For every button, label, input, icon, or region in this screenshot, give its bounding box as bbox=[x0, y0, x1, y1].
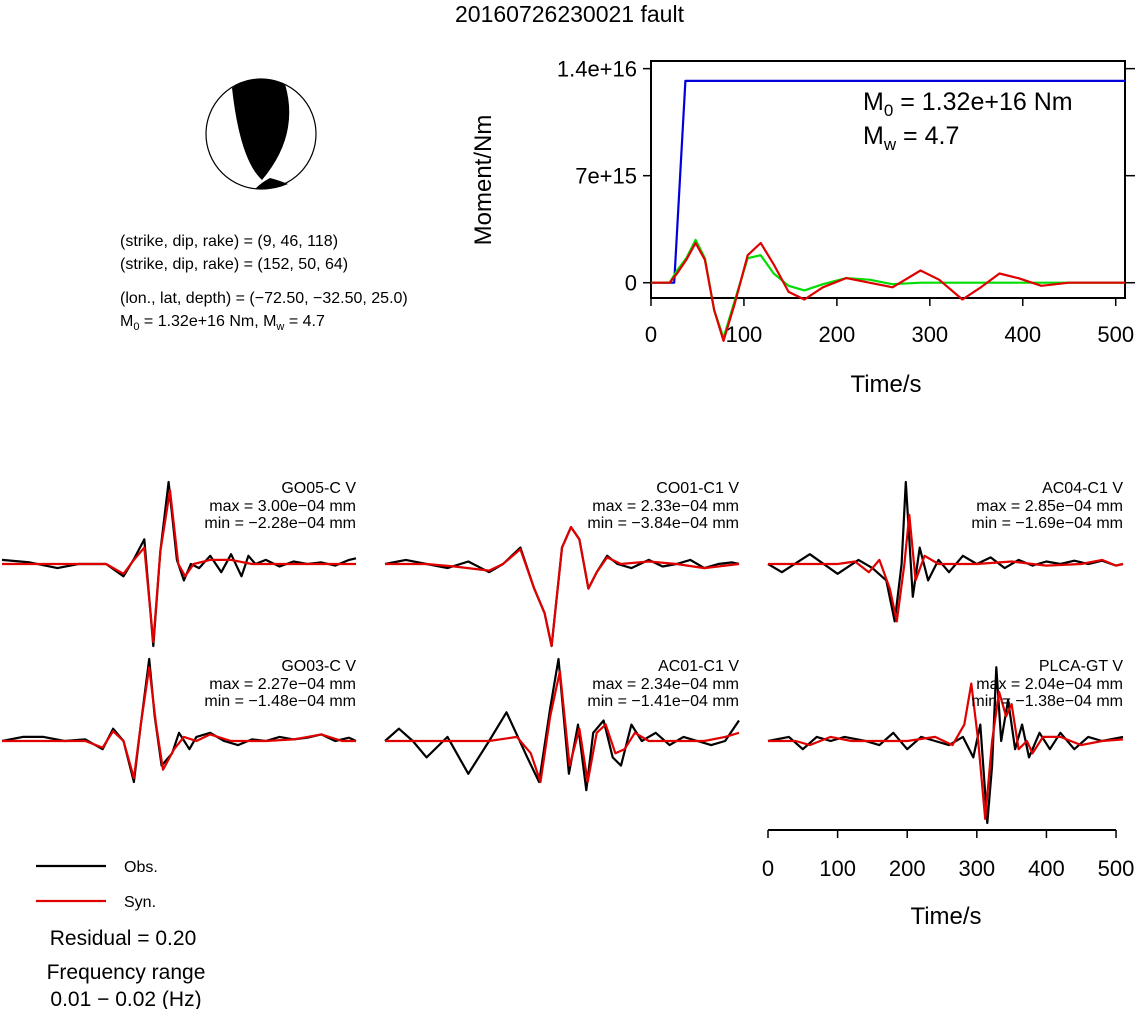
legend: Obs. Syn. bbox=[36, 859, 158, 911]
moment-function-panel: 0 100 200 300 400 500 1.4e+16 7e+15 0 M0 = 1.32… bbox=[470, 57, 1135, 398]
station-name: GO05-C V bbox=[281, 480, 356, 497]
source-location: (lon., lat, depth) = (−72.50, −32.50, 25… bbox=[120, 290, 408, 307]
focal-mechanism-beachball bbox=[205, 78, 317, 190]
moment-y-tick-label: 0 bbox=[625, 271, 637, 296]
strike-dip-rake-2: (strike, dip, rake) = (152, 50, 64) bbox=[120, 256, 349, 273]
moment-series-line-1 bbox=[651, 238, 1125, 339]
figure-title: 20160726230021 fault bbox=[455, 1, 684, 27]
moment-plot-frame bbox=[650, 60, 1126, 299]
waveform-syn-trace bbox=[385, 525, 740, 648]
source-moment-magnitude: M0 = 1.32e+16 Nm, Mw = 4.7 bbox=[120, 313, 325, 334]
station-name: AC01-C1 V bbox=[658, 658, 739, 675]
moment-y-tick-label: 1.4e+16 bbox=[557, 57, 637, 82]
waveform-obs-trace bbox=[767, 480, 1124, 623]
frequency-range-title: Frequency range bbox=[47, 961, 206, 984]
m0-annotation: M0 = 1.32e+16 Nm bbox=[863, 88, 1073, 120]
time-axis-tick-label: 300 bbox=[958, 856, 995, 881]
station-min: min = −1.69e−04 mm bbox=[971, 515, 1123, 532]
moment-x-tick-label: 100 bbox=[726, 322, 763, 347]
waveform-syn-trace bbox=[385, 670, 740, 784]
station-name: PLCA-GT V bbox=[1039, 658, 1124, 675]
waveform-syn-trace bbox=[2, 666, 356, 780]
waveform-time-axis: 0 100 200 300 400 500 bbox=[762, 829, 1135, 881]
station-min: min = −1.41e−04 mm bbox=[587, 693, 739, 710]
time-axis-tick-label: 0 bbox=[762, 856, 774, 881]
moment-x-axis: 0 100 200 300 400 500 bbox=[645, 298, 1134, 347]
station-min: min = −1.48e−04 mm bbox=[204, 693, 356, 710]
frequency-range-value: 0.01 − 0.02 (Hz) bbox=[50, 988, 201, 1009]
mw-annotation: Mw = 4.7 bbox=[863, 122, 959, 154]
time-axis-tick-label: 400 bbox=[1028, 856, 1065, 881]
station-min: min = −1.38e−04 mm bbox=[971, 693, 1123, 710]
strike-dip-rake-1: (strike, dip, rake) = (9, 46, 118) bbox=[120, 233, 339, 250]
station-max: max = 2.34e−04 mm bbox=[592, 676, 739, 693]
moment-x-tick-label: 0 bbox=[645, 322, 657, 347]
station-name: CO01-C1 V bbox=[656, 480, 739, 497]
waveform-syn-trace bbox=[768, 513, 1124, 623]
time-axis-tick-label: 100 bbox=[819, 856, 856, 881]
waveform-obs-trace bbox=[1, 480, 357, 648]
waveform-syn-trace bbox=[2, 489, 356, 644]
waveform-x-axis-label: Time/s bbox=[910, 903, 981, 930]
moment-x-tick-label: 300 bbox=[911, 322, 948, 347]
station-max: max = 3.00e−04 mm bbox=[209, 498, 356, 515]
waveform-obs-trace bbox=[767, 666, 1124, 825]
moment-y-axis-label: Moment/Nm bbox=[470, 115, 497, 246]
moment-x-tick-label: 400 bbox=[1004, 322, 1041, 347]
moment-x-tick-label: 500 bbox=[1097, 322, 1134, 347]
moment-series-line-2 bbox=[651, 241, 1125, 342]
station-max: max = 2.85e−04 mm bbox=[976, 498, 1123, 515]
station-max: max = 2.27e−04 mm bbox=[209, 676, 356, 693]
station-min: min = −2.28e−04 mm bbox=[204, 515, 356, 532]
station-max: max = 2.33e−04 mm bbox=[592, 498, 739, 515]
station-max: max = 2.04e−04 mm bbox=[976, 676, 1123, 693]
station-min: min = −3.84e−04 mm bbox=[587, 515, 739, 532]
time-axis-tick-label: 200 bbox=[889, 856, 926, 881]
residual-text: Residual = 0.20 bbox=[50, 927, 197, 950]
station-name: AC04-C1 V bbox=[1042, 480, 1123, 497]
time-axis-tick-label: 500 bbox=[1098, 856, 1135, 881]
legend-obs-label: Obs. bbox=[124, 859, 158, 876]
moment-y-axis: 1.4e+16 7e+15 0 bbox=[557, 57, 1135, 296]
legend-syn-label: Syn. bbox=[124, 894, 156, 911]
moment-y-tick-label: 7e+15 bbox=[575, 164, 637, 189]
moment-x-axis-label: Time/s bbox=[850, 371, 921, 398]
waveform-syn-trace bbox=[768, 682, 1124, 821]
station-name: GO03-C V bbox=[281, 658, 356, 675]
moment-series-group bbox=[651, 79, 1125, 342]
moment-x-tick-label: 200 bbox=[819, 322, 856, 347]
